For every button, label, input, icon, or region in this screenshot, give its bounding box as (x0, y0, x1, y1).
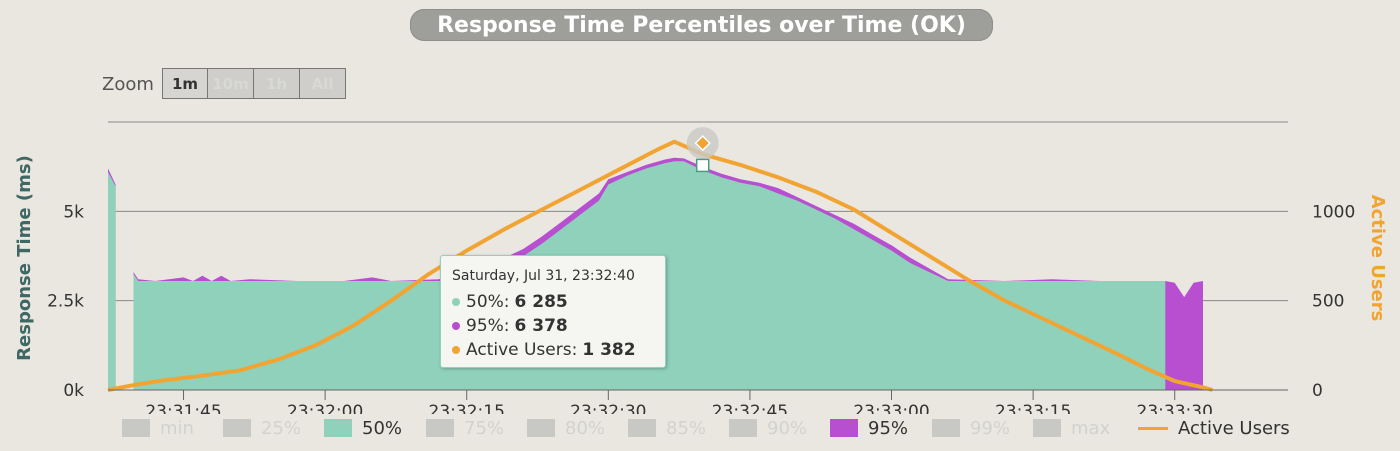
legend-label: 90% (767, 417, 808, 439)
legend-item[interactable]: 85% (628, 414, 706, 442)
legend-item[interactable]: 25% (223, 414, 301, 442)
legend-item[interactable]: 75% (426, 414, 504, 442)
y-right-tick-label: 0 (1312, 381, 1323, 401)
p95-dot-icon (452, 322, 460, 330)
legend-label: 25% (261, 417, 302, 439)
legend-swatch-icon (324, 419, 352, 437)
tooltip-label-users: Active Users: (466, 340, 578, 360)
p50-dot-icon (452, 298, 460, 306)
tooltip-value-p50: 6 285 (514, 292, 568, 312)
tooltip-value-p95: 6 378 (514, 316, 568, 336)
x-tick-label: 23:33:30 (1137, 402, 1213, 414)
x-tick-label: 23:32:30 (570, 402, 646, 414)
y-left-tick-label: 2.5k (47, 292, 84, 312)
legend-item[interactable]: 90% (729, 414, 807, 442)
zoom-1m-button[interactable]: 1m (162, 68, 208, 99)
legend-label: 95% (868, 417, 909, 439)
y-left-tick-label: 0k (63, 381, 84, 401)
legend-swatch-icon (932, 419, 960, 437)
tooltip-row-p95: 95%: 6 378 (452, 314, 655, 338)
y-left-axis-title: Response Time (ms) (14, 155, 35, 361)
zoom-10m-button[interactable]: 10m (208, 68, 254, 99)
tooltip-label-p95: 95%: (466, 316, 510, 336)
legend-item[interactable]: 80% (527, 414, 605, 442)
legend-item[interactable]: 99% (932, 414, 1010, 442)
y-left-tick-label: 5k (63, 202, 84, 222)
legend-swatch-icon (1138, 426, 1168, 430)
legend-label: 80% (565, 417, 606, 439)
tooltip-row-users: Active Users: 1 382 (452, 338, 655, 362)
legend-swatch-icon (830, 419, 858, 437)
zoom-label: Zoom (102, 74, 154, 95)
legend-label: 50% (362, 417, 403, 439)
legend-label: Active Users (1178, 417, 1290, 439)
series-active-users-line (107, 139, 1214, 392)
legend-swatch-icon (223, 419, 251, 437)
legend-item[interactable]: Active Users (1138, 414, 1290, 442)
legend-item[interactable]: 95% (830, 414, 908, 442)
x-tick-label: 23:32:15 (429, 402, 505, 414)
legend-label: 85% (666, 417, 707, 439)
legend-swatch-icon (1033, 419, 1061, 437)
zoom-1h-button[interactable]: 1h (254, 68, 300, 99)
zoom-all-button[interactable]: All (300, 68, 346, 99)
chart-legend: min 25% 50% 75% 80% 85% 90% 95% 99% max Active Use… (0, 414, 1400, 442)
y-right-tick-label: 1000 (1312, 202, 1355, 222)
chart-tooltip: Saturday, Jul 31, 23:32:40 50%: 6 285 95… (440, 255, 666, 368)
legend-swatch-icon (729, 419, 757, 437)
legend-item[interactable]: max (1033, 414, 1110, 442)
y-right-axis-title: Active Users (1367, 195, 1388, 322)
tooltip-value-users: 1 382 (582, 340, 636, 360)
legend-label: max (1071, 417, 1111, 439)
legend-label: 99% (970, 417, 1011, 439)
legend-swatch-icon (628, 419, 656, 437)
x-tick-label: 23:33:15 (995, 402, 1071, 414)
legend-item[interactable]: min (122, 414, 194, 442)
x-tick-label: 23:31:45 (145, 402, 221, 414)
legend-item[interactable]: 50% (324, 414, 402, 442)
tooltip-row-p50: 50%: 6 285 (452, 290, 655, 314)
tooltip-date: Saturday, Jul 31, 23:32:40 (452, 268, 635, 284)
y-right-tick-label: 500 (1312, 292, 1344, 312)
x-tick-label: 23:33:00 (853, 402, 929, 414)
hover-marker-p50 (695, 158, 710, 173)
x-tick-label: 23:32:45 (712, 402, 788, 414)
legend-label: 75% (464, 417, 505, 439)
legend-swatch-icon (527, 419, 555, 437)
x-tick-label: 23:32:00 (287, 402, 363, 414)
legend-swatch-icon (122, 419, 150, 437)
chart-title: Response Time Percentiles over Time (OK) (410, 9, 993, 41)
legend-swatch-icon (426, 419, 454, 437)
zoom-button-group: 1m 10m 1h All (162, 68, 346, 99)
hover-marker-users (694, 134, 711, 152)
users-dot-icon (452, 346, 460, 354)
response-time-chart[interactable]: 23:31:45 23:32:00 23:32:15 23:32:30 23:32:45… (0, 0, 1400, 414)
tooltip-label-p50: 50%: (466, 292, 510, 312)
legend-label: min (160, 417, 194, 439)
